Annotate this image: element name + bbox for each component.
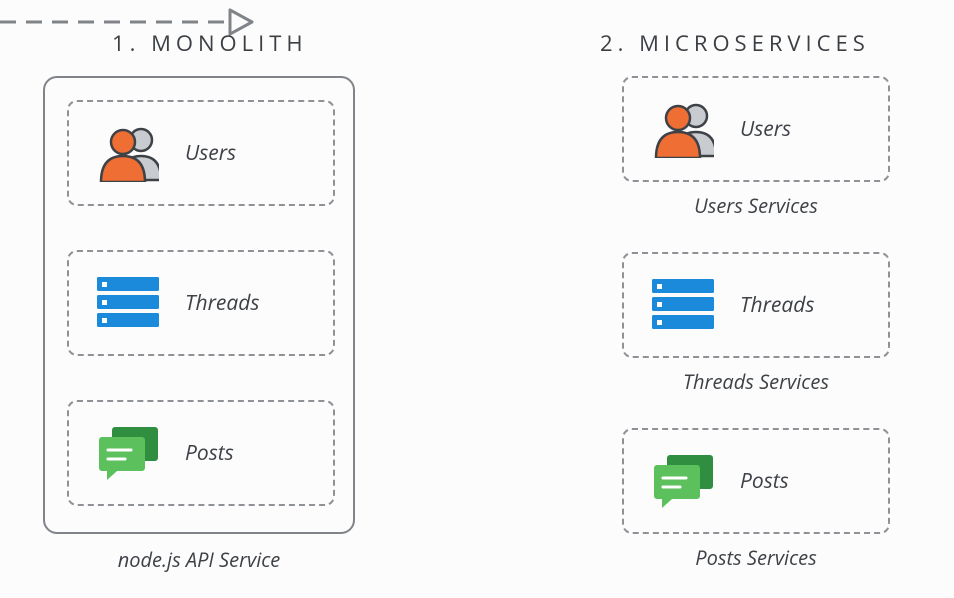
monolith-container: Users Threads Posts — [43, 76, 355, 534]
monolith-item-posts: Posts — [67, 400, 335, 506]
users-icon — [97, 124, 159, 182]
posts-icon — [652, 453, 714, 509]
item-label: Users — [185, 139, 236, 167]
threads-icon — [97, 277, 159, 329]
posts-icon — [97, 425, 159, 481]
monolith-item-threads: Threads — [67, 250, 335, 356]
microservice-item-users: Users — [622, 76, 890, 182]
monolith-item-users: Users — [67, 100, 335, 206]
item-label: Posts — [740, 467, 789, 495]
microservice-item-posts: Posts — [622, 428, 890, 534]
item-label: Posts — [185, 439, 234, 467]
item-label: Threads — [185, 289, 259, 317]
heading-microservices: 2. MICROSERVICES — [600, 28, 870, 58]
heading-monolith: 1. MONOLITH — [112, 28, 308, 58]
monolith-sublabel: node.js API Service — [43, 546, 355, 573]
threads-icon — [652, 279, 714, 331]
users-icon — [652, 100, 714, 158]
microservice-sublabel: Posts Services — [622, 544, 890, 571]
microservice-item-threads: Threads — [622, 252, 890, 358]
microservice-sublabel: Users Services — [622, 192, 890, 219]
item-label: Users — [740, 115, 791, 143]
item-label: Threads — [740, 291, 814, 319]
microservice-sublabel: Threads Services — [622, 368, 890, 395]
